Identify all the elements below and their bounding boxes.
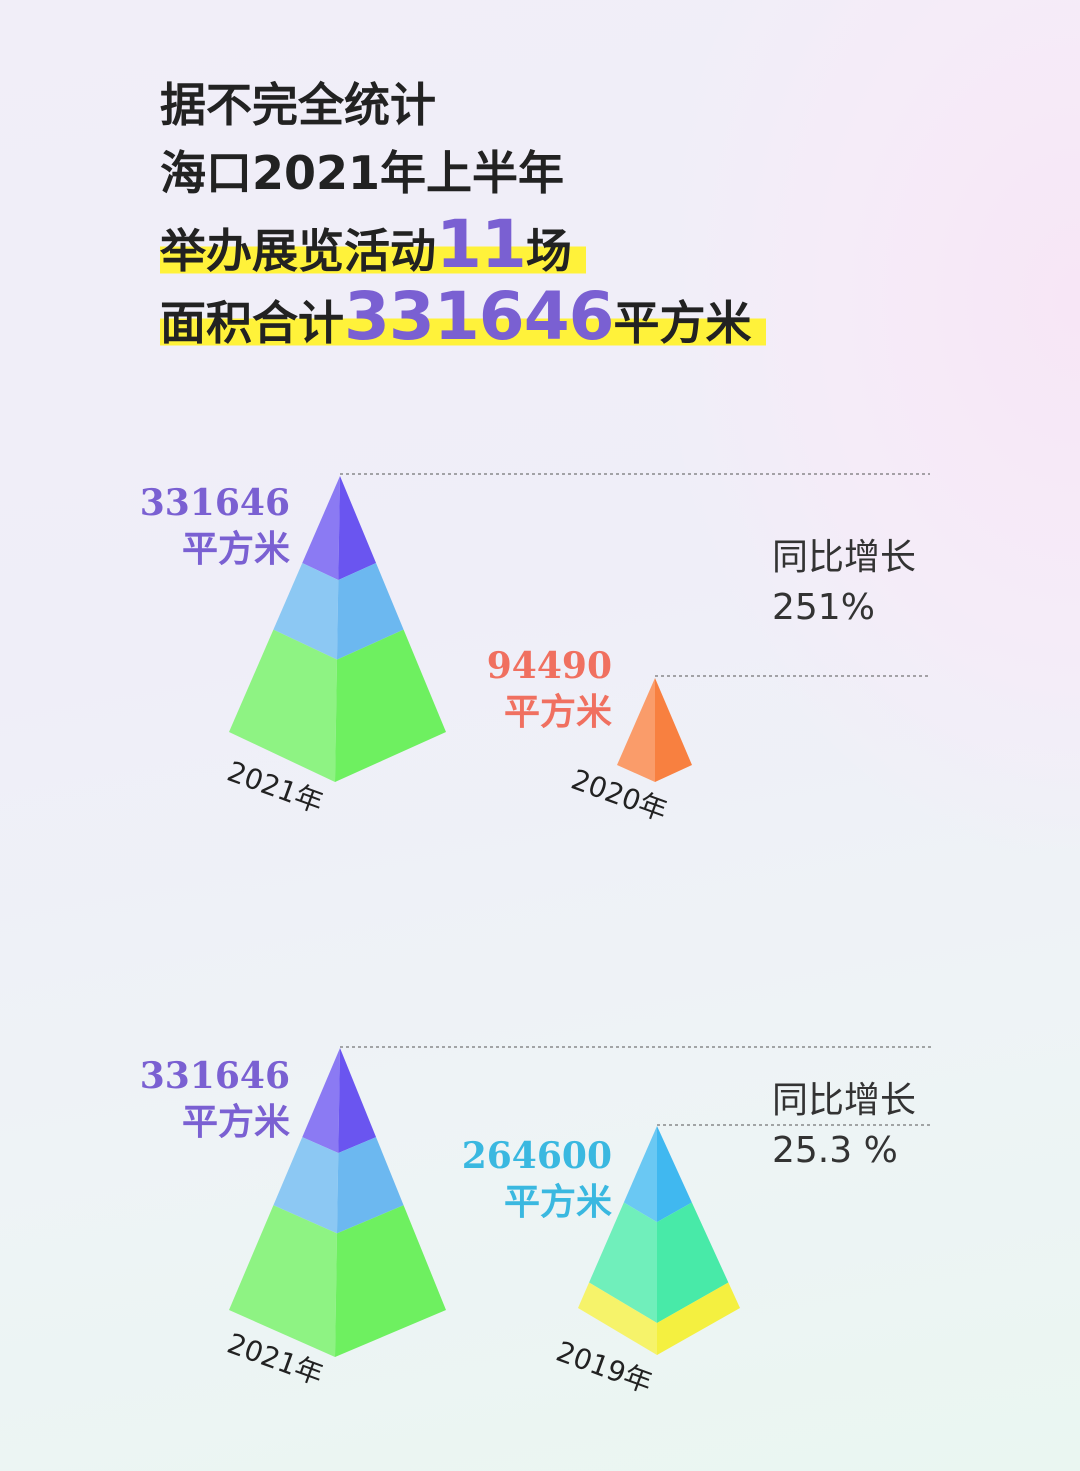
value-number: 264600 xyxy=(461,1135,612,1177)
value-number: 331646 xyxy=(139,482,290,524)
pyramid-2021-a-band-2-right-face xyxy=(335,629,446,782)
title-line-4-prefix: 面积合计 xyxy=(160,296,344,350)
pyramid-2021-b-band-0-right-face xyxy=(338,1048,377,1154)
value-label-2020: 94490 平方米 xyxy=(470,643,612,735)
pyramid-2021-a-band-2-left-face xyxy=(229,629,337,782)
growth-2021-vs-2020: 同比增长 251% xyxy=(772,533,916,633)
pyramid-2020-band-0-right-face xyxy=(655,678,692,782)
background-blob xyxy=(0,0,1080,1000)
value-unit: 平方米 xyxy=(181,1101,290,1143)
pyramid-2021-a-band-0-right-face xyxy=(338,476,377,581)
pyramid-2020-band-0-left-face xyxy=(617,678,655,782)
value-label-2021-b: 331646 平方米 xyxy=(130,1053,290,1145)
title-line-2: 海口2021年上半年 xyxy=(160,146,565,200)
pyramid-2021-a-band-0-left-face xyxy=(302,476,340,581)
value-unit: 平方米 xyxy=(181,528,290,570)
growth-label: 同比增长 xyxy=(772,537,917,578)
title-line-1: 据不完全统计 xyxy=(160,78,436,132)
value-number: 94490 xyxy=(486,645,612,687)
title-line-4: 面积合计331646平方米 xyxy=(160,284,766,350)
value-number: 331646 xyxy=(139,1055,290,1097)
pyramid-2021-a-band-1-right-face xyxy=(337,563,404,660)
value-unit: 平方米 xyxy=(503,691,612,733)
pyramid-2021-b-band-1-right-face xyxy=(337,1137,404,1234)
exhibition-count: 11 xyxy=(436,206,527,283)
growth-2021-vs-2019: 同比增长 25.3 % xyxy=(772,1076,916,1176)
value-label-2021-a: 331646 平方米 xyxy=(130,480,290,572)
pyramid-2019-band-1-right-face xyxy=(657,1202,729,1323)
total-area: 331646 xyxy=(344,278,615,355)
pyramid-2019-band-2-right-face xyxy=(657,1282,740,1355)
title-line-3-suffix: 场 xyxy=(525,224,572,278)
pyramid-2021-a-band-1-left-face xyxy=(273,563,339,660)
growth-value: 25.3 % xyxy=(772,1130,898,1171)
value-label-2019: 264600 平方米 xyxy=(440,1133,612,1225)
pyramid-2019-band-0-left-face xyxy=(623,1126,657,1223)
pyramid-2021-b-band-2-left-face xyxy=(229,1205,337,1357)
growth-label: 同比增长 xyxy=(772,1080,917,1121)
value-unit: 平方米 xyxy=(503,1181,612,1223)
pyramid-2021-b-band-0-left-face xyxy=(302,1048,340,1154)
pyramid-2021-b-band-1-left-face xyxy=(273,1137,339,1234)
title-line-4-suffix: 平方米 xyxy=(613,296,752,350)
pyramid-2021-b-band-2-right-face xyxy=(335,1205,446,1357)
pyramid-2019-band-2-left-face xyxy=(578,1282,657,1355)
title-line-3-prefix: 举办展览活动 xyxy=(160,224,436,278)
pyramid-2019-band-0-right-face xyxy=(657,1126,692,1223)
growth-value: 251% xyxy=(772,587,875,628)
title-line-3: 举办展览活动11场 xyxy=(160,212,586,278)
pyramid-2019-band-1-left-face xyxy=(589,1202,657,1323)
